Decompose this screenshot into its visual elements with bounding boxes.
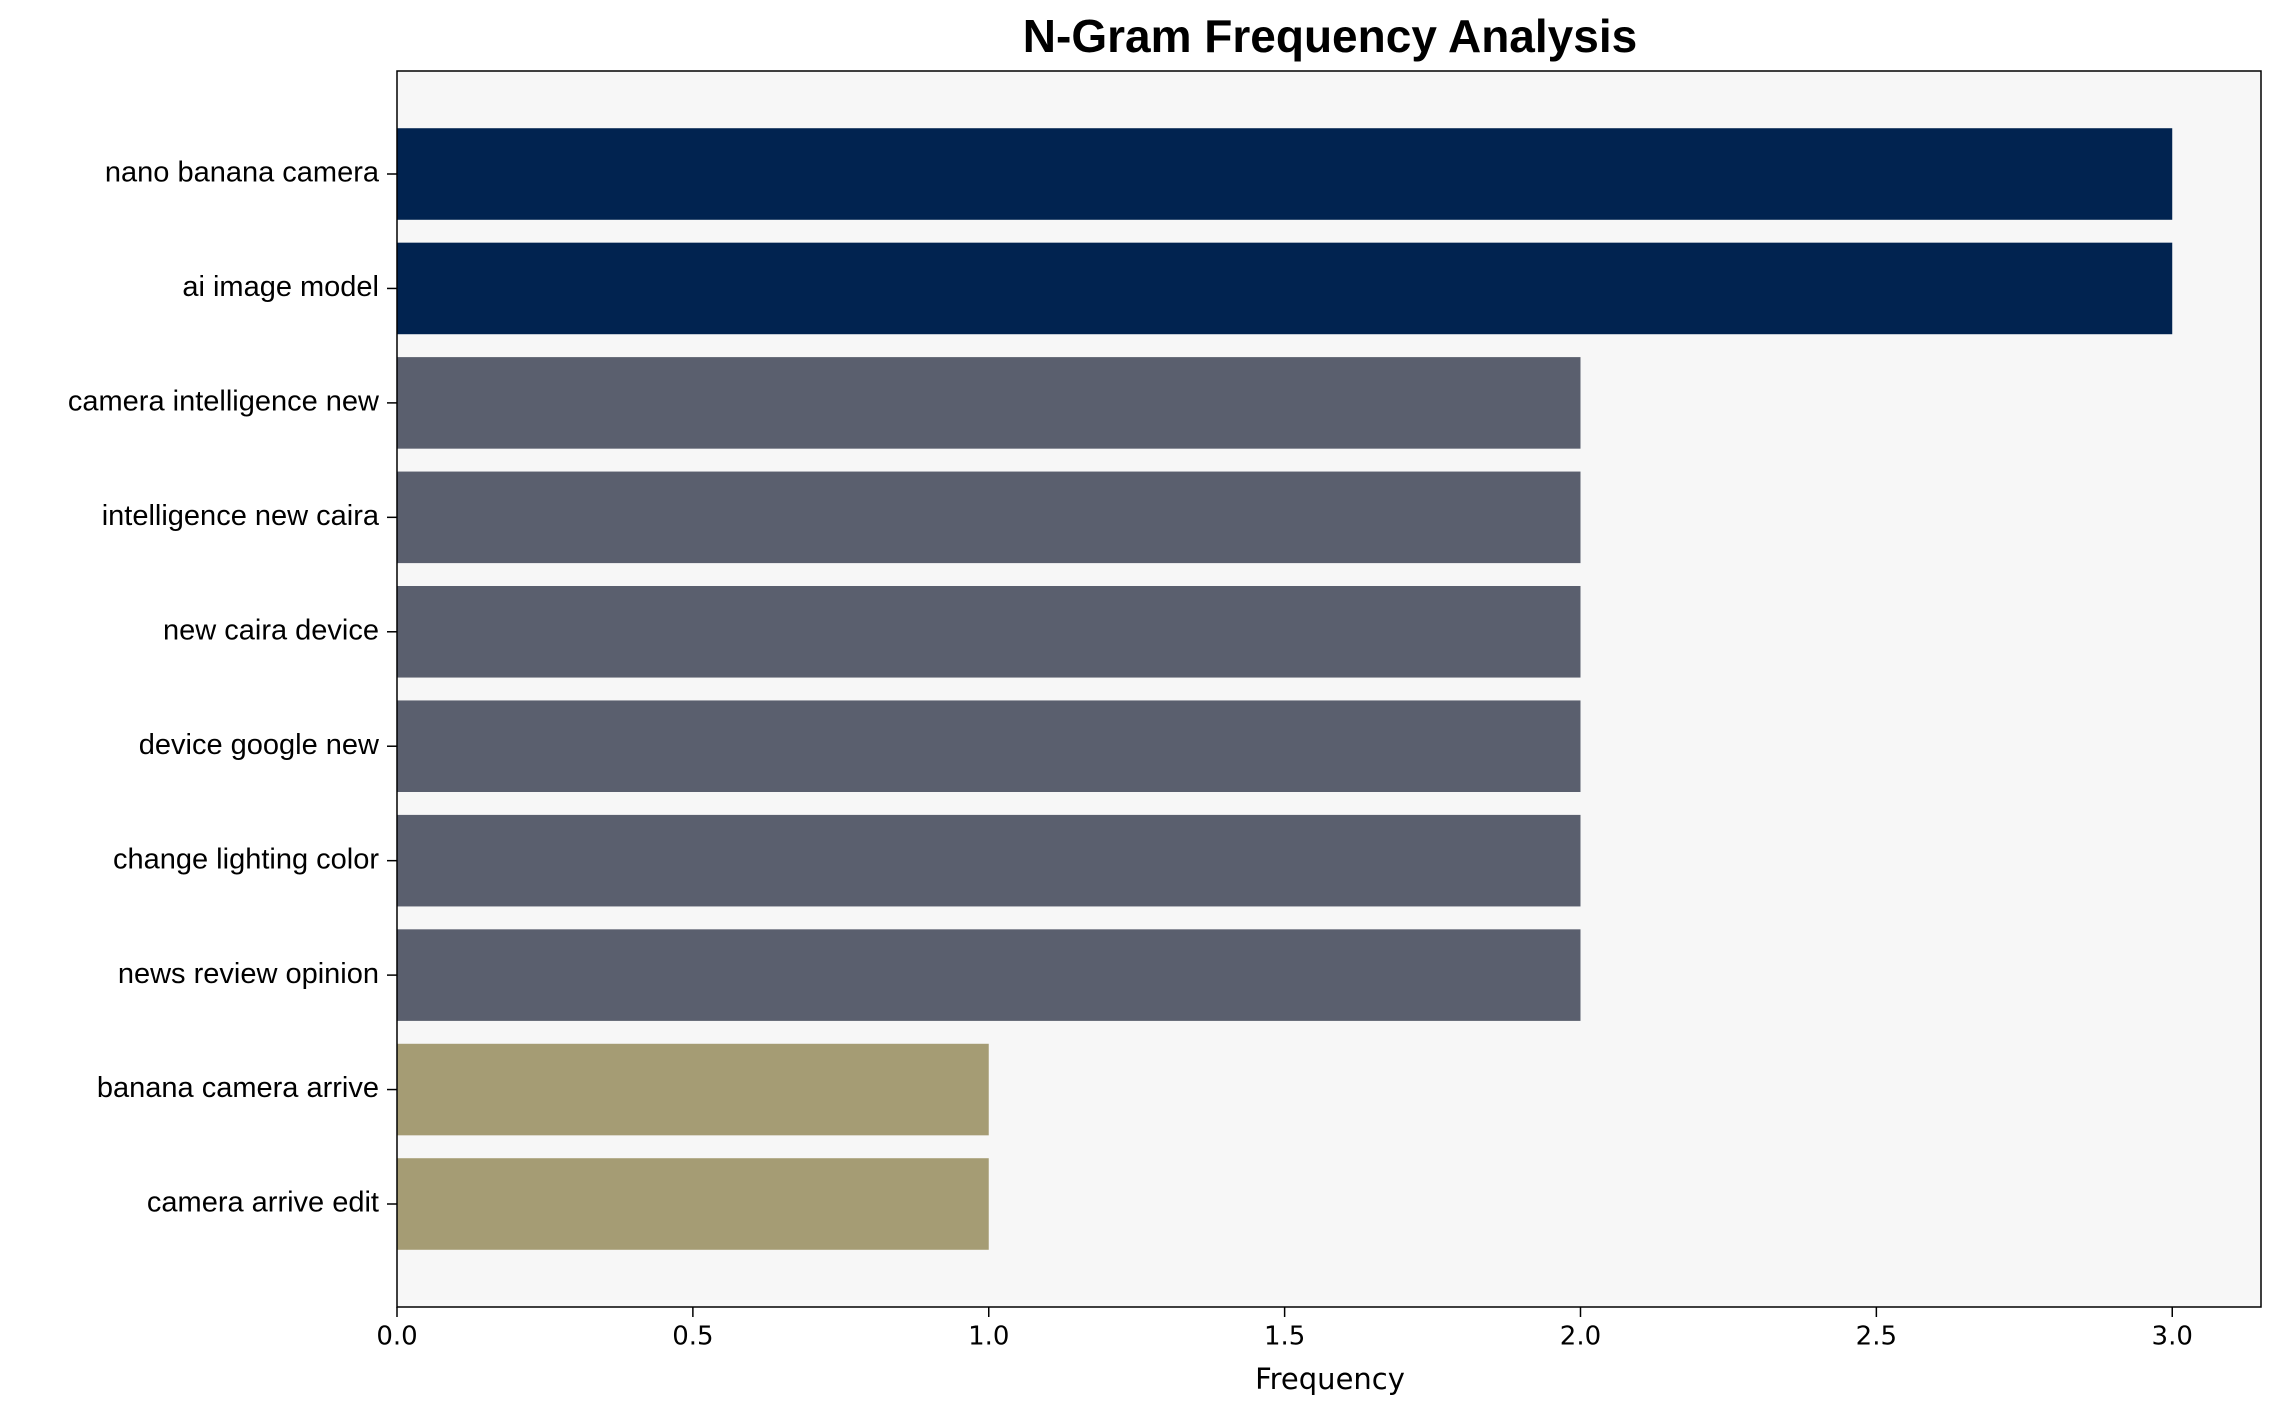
y-tick-label: device google new: [139, 729, 380, 761]
bar: [397, 700, 1581, 792]
y-tick-label: banana camera arrive: [97, 1072, 379, 1104]
x-tick-label: 0.5: [672, 1322, 713, 1352]
y-tick-label: new caira device: [163, 614, 379, 646]
bar: [397, 357, 1581, 449]
x-axis-label: Frequency: [1255, 1362, 1405, 1396]
bar: [397, 1158, 989, 1250]
bar: [397, 814, 1581, 907]
y-tick-label: camera arrive edit: [147, 1187, 379, 1219]
x-tick-label: 3.0: [2152, 1322, 2193, 1352]
y-tick-label: nano banana camera: [105, 157, 380, 189]
y-tick-label: ai image model: [182, 271, 379, 303]
plot-frame: [396, 70, 2262, 1308]
y-tick-label: camera intelligence new: [68, 386, 380, 418]
chart-title: N-Gram Frequency Analysis: [1023, 10, 1637, 62]
y-tick-label: intelligence new caira: [102, 500, 380, 532]
y-tick-label: change lighting color: [113, 843, 379, 875]
x-tick-label: 0.0: [376, 1322, 417, 1352]
x-tick-label: 2.5: [1856, 1322, 1897, 1352]
bar: [397, 242, 2173, 335]
bar: [397, 128, 2173, 220]
y-tick-label: news review opinion: [118, 958, 379, 990]
bar: [397, 586, 1581, 678]
x-tick-label: 1.5: [1264, 1322, 1305, 1352]
x-tick-label: 1.0: [968, 1322, 1009, 1352]
bar: [397, 1043, 989, 1136]
bar: [397, 471, 1581, 564]
bar: [397, 929, 1581, 1021]
x-tick-label: 2.0: [1560, 1322, 1601, 1352]
